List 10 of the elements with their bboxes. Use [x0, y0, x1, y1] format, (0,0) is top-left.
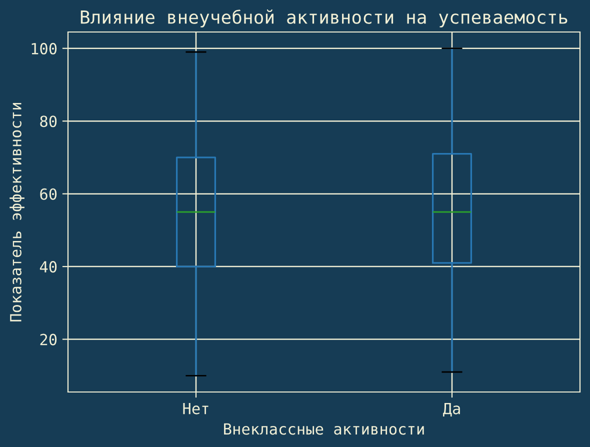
chart-title: Влияние внеучебной активности на успеваемость: [80, 9, 568, 28]
y-tick-label: 20: [40, 334, 57, 346]
x-axis-title: Внеклассные активности: [224, 423, 424, 435]
y-tick-label: 80: [40, 116, 57, 128]
y-tick-label: 100: [32, 42, 57, 54]
y-tick-label: 60: [40, 188, 57, 200]
y-axis-title: Показатель эффективности: [10, 102, 24, 322]
y-tick-label: 40: [40, 261, 57, 273]
x-tick-label: Нет: [183, 402, 208, 414]
x-tick-label: Да: [443, 402, 460, 417]
